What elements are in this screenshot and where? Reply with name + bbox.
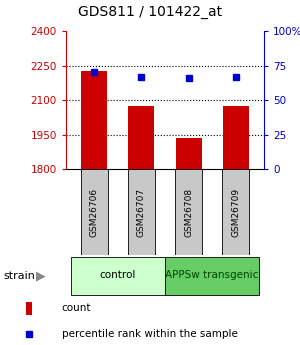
Text: strain: strain (3, 271, 35, 281)
Text: APPSw transgenic: APPSw transgenic (166, 270, 259, 280)
Bar (26, 302, 32, 315)
Bar (223, 106, 249, 169)
Bar (81, 169, 108, 255)
Bar (175, 169, 202, 255)
Bar (128, 169, 155, 255)
Text: GDS811 / 101422_at: GDS811 / 101422_at (78, 5, 222, 19)
Bar (222, 169, 249, 255)
Bar (165, 257, 259, 295)
Text: GSM26707: GSM26707 (137, 188, 146, 237)
Text: GSM26709: GSM26709 (231, 188, 240, 237)
Text: ▶: ▶ (36, 269, 45, 283)
Bar (71, 257, 165, 295)
Bar (128, 106, 154, 169)
Bar (81, 71, 107, 169)
Text: control: control (100, 270, 136, 280)
Text: GSM26706: GSM26706 (90, 188, 99, 237)
Text: percentile rank within the sample: percentile rank within the sample (62, 329, 238, 339)
Text: GSM26708: GSM26708 (184, 188, 193, 237)
Text: count: count (62, 303, 91, 313)
Bar (176, 138, 202, 169)
